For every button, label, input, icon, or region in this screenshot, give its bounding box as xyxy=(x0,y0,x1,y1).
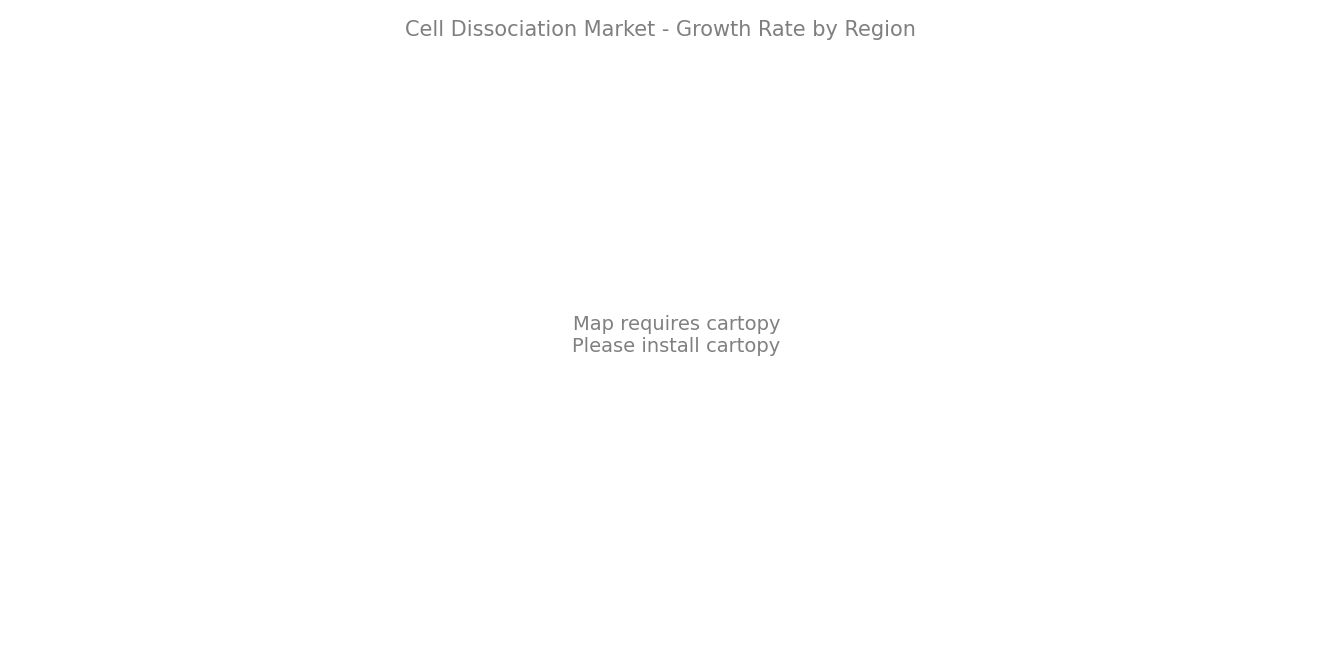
Text: Map requires cartopy
Please install cartopy: Map requires cartopy Please install cart… xyxy=(573,315,780,356)
Text: Cell Dissociation Market - Growth Rate by Region: Cell Dissociation Market - Growth Rate b… xyxy=(404,20,916,40)
